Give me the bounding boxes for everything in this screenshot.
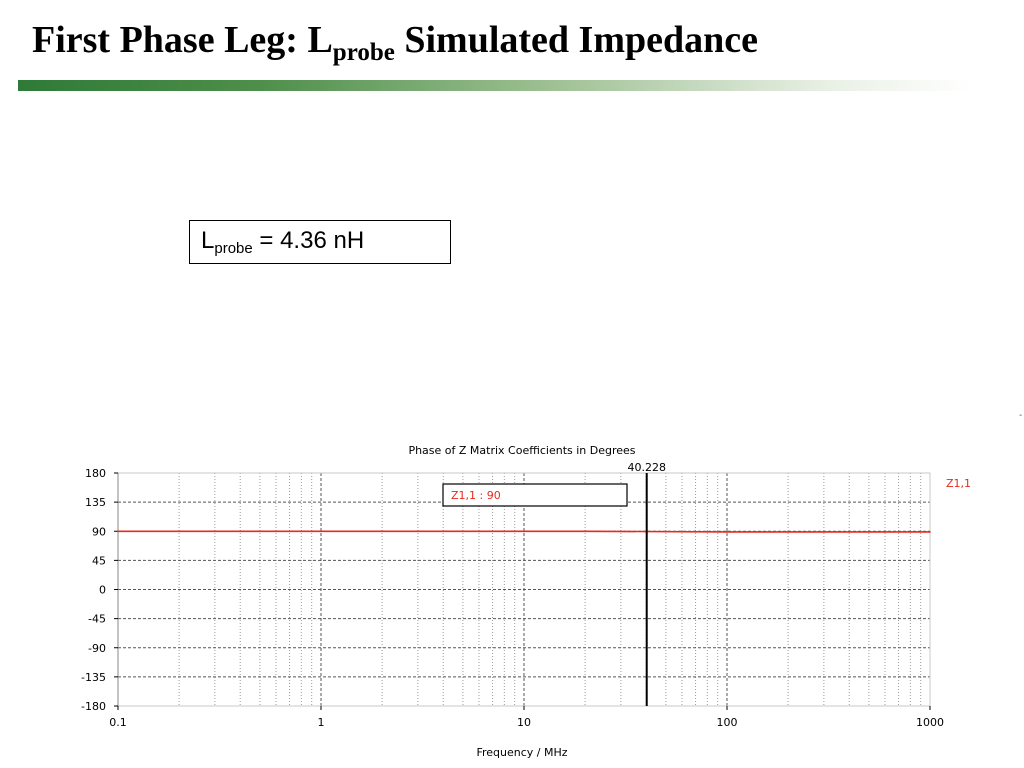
lprobe-value: = 4.36 nH — [252, 227, 365, 254]
series-point — [726, 531, 728, 533]
y-tick-label: -90 — [88, 642, 106, 655]
x-tick-label: 10 — [517, 716, 531, 729]
title-main: First Phase Leg: L — [32, 19, 333, 61]
y-tick-label: -180 — [81, 700, 106, 713]
x-tick-label: 100 — [717, 716, 738, 729]
y-tick-label: 45 — [92, 554, 106, 567]
series-line — [118, 530, 930, 533]
marker-value-label: 40.228 — [627, 461, 666, 474]
stray-mark: - — [1019, 410, 1023, 421]
y-tick-label: 180 — [85, 467, 106, 480]
lprobe-var-subscript: probe — [214, 240, 253, 257]
title-rest: Simulated Impedance — [394, 19, 758, 61]
x-tick-label: 1 — [318, 716, 325, 729]
x-tick-label: 1000 — [916, 716, 944, 729]
marker-readout-text: Z1,1 : 90 — [451, 489, 501, 502]
series-point — [929, 531, 931, 533]
series-layer: Z1,1 — [117, 477, 971, 533]
series-point — [523, 530, 525, 533]
series-point — [320, 530, 322, 533]
legend-entry: Z1,1 — [946, 477, 971, 490]
x-tick-label: 0.1 — [109, 716, 127, 729]
x-axis-label: Frequency / MHz — [476, 746, 567, 759]
lprobe-var: L — [201, 227, 215, 254]
y-tick-label: -45 — [88, 613, 106, 626]
chart-title: Phase of Z Matrix Coefficients in Degree… — [408, 444, 635, 457]
y-tick-label: 135 — [85, 496, 106, 509]
title-underline-bar — [18, 80, 973, 91]
y-tick-label: 0 — [99, 584, 106, 597]
slide-title: First Phase Leg: Lprobe Simulated Impeda… — [32, 18, 758, 67]
phase-chart: Phase of Z Matrix Coefficients in Degree… — [81, 444, 971, 759]
y-tick-label: 90 — [92, 525, 106, 538]
grid — [118, 473, 930, 706]
y-tick-label: -135 — [81, 671, 106, 684]
lprobe-annotation-box: Lprobe = 4.36 nH — [189, 220, 451, 264]
series-point — [117, 530, 119, 533]
series-point — [584, 530, 586, 533]
marker-readout-box — [442, 483, 628, 507]
title-subscript: probe — [332, 39, 395, 66]
marker-layer: 40.228 Z1,1 : 90 — [442, 461, 666, 706]
